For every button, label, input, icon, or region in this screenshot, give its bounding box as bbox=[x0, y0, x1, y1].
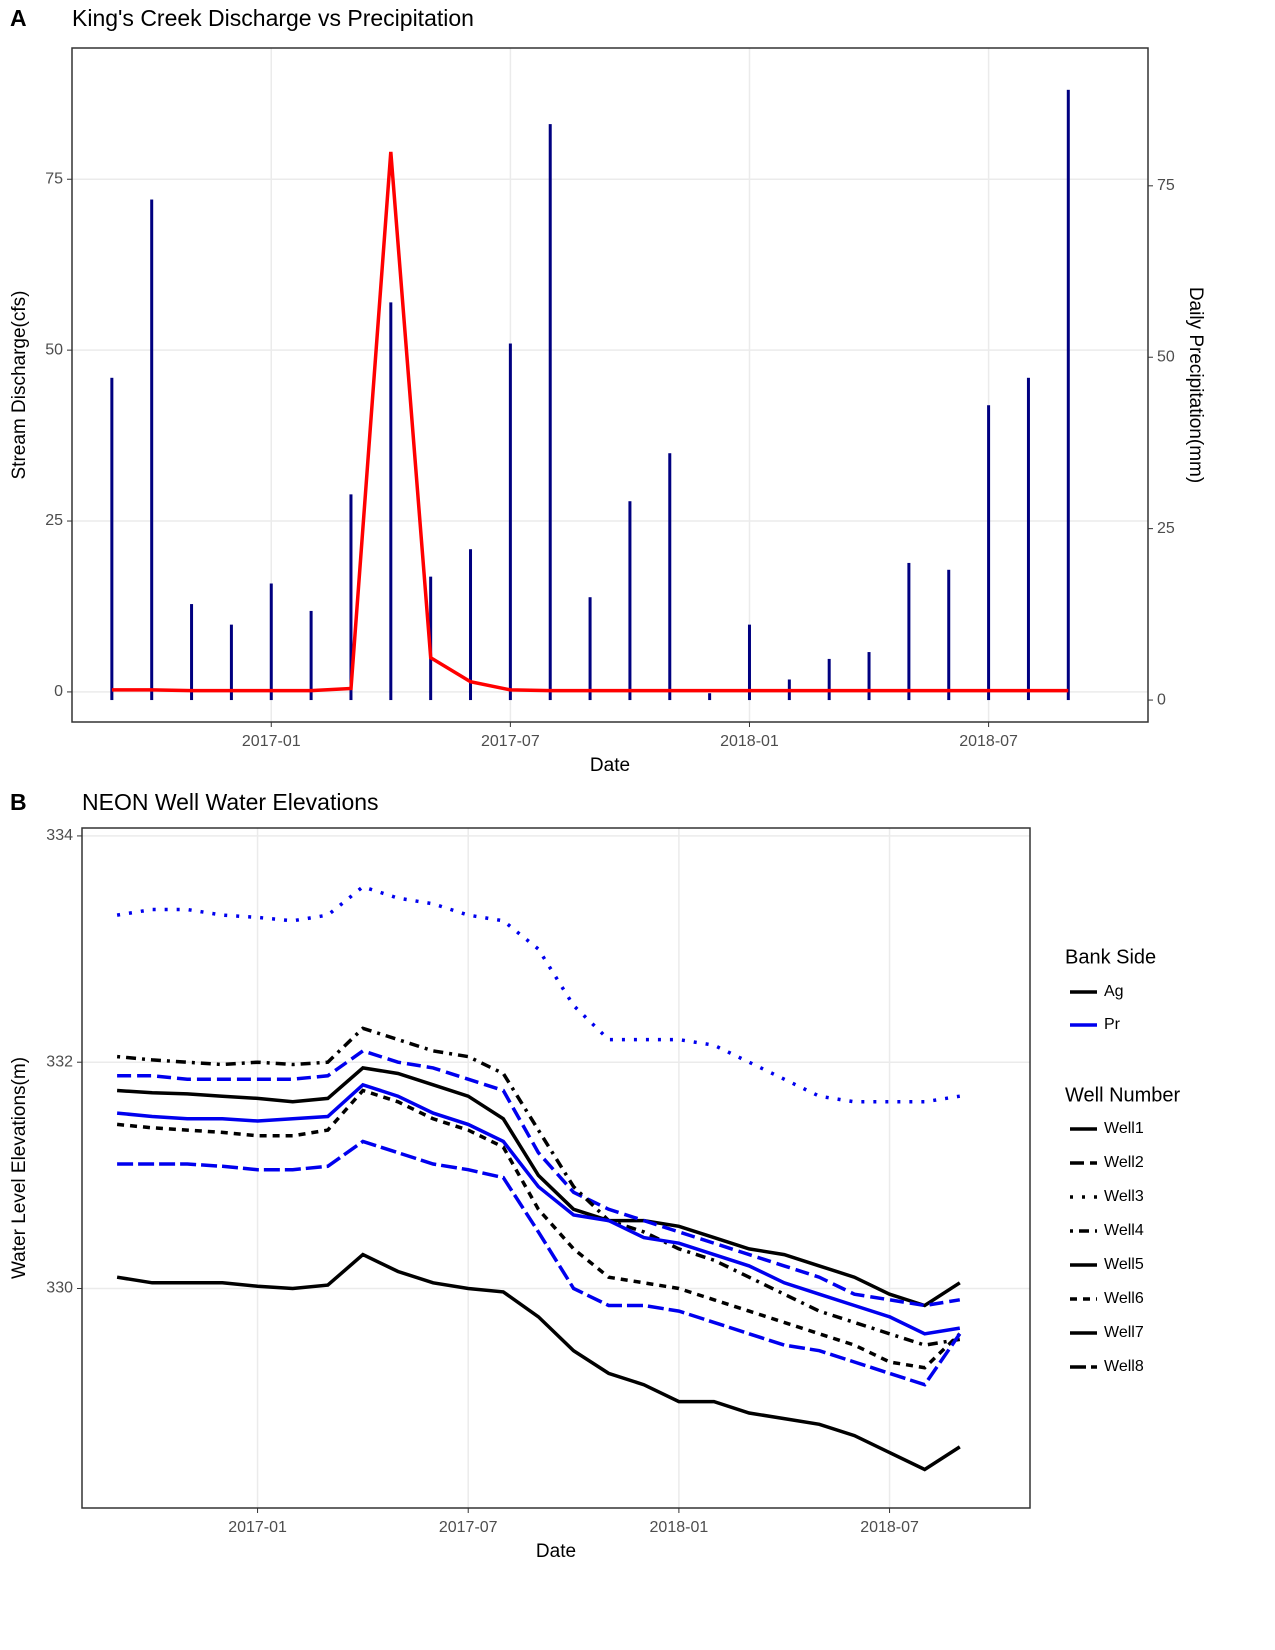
y2-tick-label: 25 bbox=[1157, 520, 1175, 537]
y-tick-label: 330 bbox=[46, 1280, 73, 1297]
legend-label: Pr bbox=[1104, 1016, 1121, 1033]
bar bbox=[469, 549, 473, 701]
y-tick-label: 25 bbox=[45, 512, 63, 529]
bar bbox=[628, 501, 632, 701]
bar bbox=[947, 569, 951, 701]
bar bbox=[389, 302, 393, 701]
bar bbox=[269, 583, 273, 701]
bar bbox=[867, 652, 871, 701]
y-axis-label: Water Level Elevations(m) bbox=[9, 1057, 30, 1279]
bar bbox=[110, 377, 114, 701]
x-tick-label: 2018-07 bbox=[860, 1519, 919, 1536]
legend-label: Well3 bbox=[1104, 1188, 1144, 1205]
bar bbox=[907, 562, 911, 701]
bar bbox=[987, 405, 991, 701]
legend-label: Ag bbox=[1104, 983, 1124, 1000]
bar bbox=[708, 693, 712, 701]
bar bbox=[309, 610, 313, 701]
x-tick-label: 2017-01 bbox=[242, 733, 301, 750]
y2-tick-label: 50 bbox=[1157, 348, 1175, 365]
legend-title: Bank Side bbox=[1065, 946, 1156, 968]
series-line bbox=[116, 1026, 961, 1347]
series-line bbox=[116, 1082, 961, 1336]
y-axis-label: Stream Discharge(cfs) bbox=[9, 291, 30, 480]
y-tick-label: 50 bbox=[45, 341, 63, 358]
legend-label: Well7 bbox=[1104, 1324, 1144, 1341]
bar bbox=[747, 624, 751, 701]
series-line bbox=[117, 1139, 962, 1387]
plot-border bbox=[71, 47, 1149, 723]
x-tick-label: 2018-01 bbox=[650, 1519, 709, 1536]
legend-title: Well Number bbox=[1065, 1084, 1181, 1106]
x-tick-label: 2017-07 bbox=[439, 1519, 498, 1536]
panel-label: A bbox=[10, 5, 27, 31]
series-line bbox=[116, 1066, 961, 1308]
series-line bbox=[111, 151, 1069, 693]
legend-label: Well6 bbox=[1104, 1290, 1144, 1307]
plot-area bbox=[72, 48, 1148, 722]
legend-label: Well1 bbox=[1104, 1120, 1144, 1137]
panel-label: B bbox=[10, 789, 27, 815]
bar bbox=[548, 124, 552, 701]
bar bbox=[150, 199, 154, 701]
bar bbox=[349, 494, 353, 701]
y-tick-label: 332 bbox=[46, 1053, 73, 1070]
chart-title: NEON Well Water Elevations bbox=[82, 789, 379, 815]
y2-tick-label: 75 bbox=[1157, 177, 1175, 194]
bar bbox=[1026, 377, 1030, 701]
legend-label: Well2 bbox=[1104, 1154, 1144, 1171]
x-tick-label: 2017-07 bbox=[481, 733, 540, 750]
y2-tick-label: 0 bbox=[1157, 691, 1166, 708]
bar bbox=[508, 343, 512, 701]
y2-axis-label: Daily Precipitation(mm) bbox=[1185, 287, 1206, 483]
y-tick-label: 0 bbox=[54, 683, 63, 700]
plot-area bbox=[82, 828, 1030, 1508]
x-axis-label: Date bbox=[536, 1541, 576, 1562]
legend-label: Well8 bbox=[1104, 1358, 1144, 1375]
x-tick-label: 2018-01 bbox=[720, 733, 779, 750]
legend-label: Well4 bbox=[1104, 1222, 1144, 1239]
x-axis-label: Date bbox=[590, 755, 630, 776]
series-line bbox=[116, 1088, 962, 1370]
bar bbox=[827, 658, 831, 701]
y-tick-label: 334 bbox=[46, 827, 73, 844]
bar bbox=[229, 624, 233, 701]
x-tick-label: 2017-01 bbox=[228, 1519, 287, 1536]
series-line bbox=[116, 1252, 961, 1472]
series-line bbox=[117, 1048, 961, 1308]
bar bbox=[668, 453, 672, 701]
bar bbox=[1066, 89, 1070, 701]
bar bbox=[190, 604, 194, 701]
chart-title: King's Creek Discharge vs Precipitation bbox=[72, 5, 474, 31]
bar bbox=[588, 597, 592, 701]
legend-label: Well5 bbox=[1104, 1256, 1144, 1273]
y-tick-label: 75 bbox=[45, 170, 63, 187]
x-tick-label: 2018-07 bbox=[959, 733, 1018, 750]
plot-border bbox=[81, 827, 1031, 1509]
